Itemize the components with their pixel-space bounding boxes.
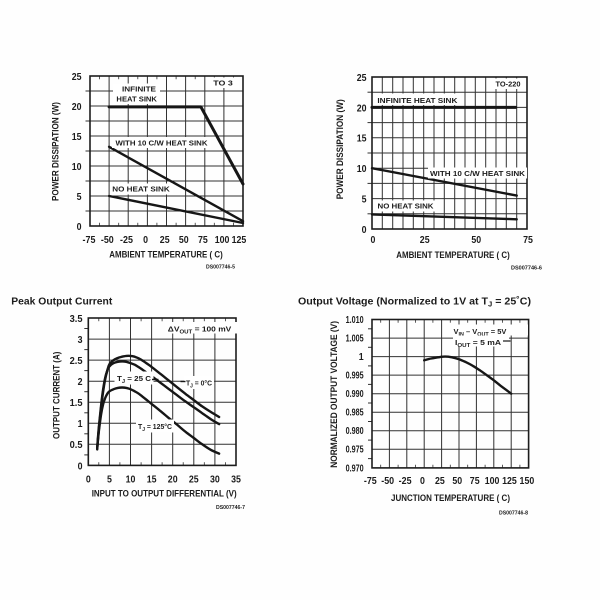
svg-text:15: 15 — [357, 134, 367, 145]
svg-text:100: 100 — [215, 235, 230, 246]
svg-text:AMBIENT TEMPERATURE ( C): AMBIENT TEMPERATURE ( C) — [396, 250, 510, 260]
svg-text:POWER DISSIPATION (W): POWER DISSIPATION (W) — [335, 99, 345, 199]
svg-text:0: 0 — [77, 222, 82, 233]
svg-text:0: 0 — [78, 461, 83, 472]
svg-text:-75: -75 — [364, 476, 377, 487]
svg-text:0.970: 0.970 — [346, 463, 364, 474]
svg-text:ΔVOUT = 100 mV: ΔVOUT = 100 mV — [168, 325, 232, 336]
svg-text:25: 25 — [435, 476, 445, 487]
svg-text:0.5: 0.5 — [70, 440, 83, 451]
svg-text:VIN – VOUT = 5V: VIN – VOUT = 5V — [454, 327, 507, 338]
svg-text:30: 30 — [210, 475, 220, 486]
svg-text:1.010: 1.010 — [346, 315, 364, 326]
svg-text:Output Voltage (Normalized to: Output Voltage (Normalized to 1V at TJ =… — [298, 296, 531, 309]
svg-text:NO HEAT SINK: NO HEAT SINK — [112, 185, 170, 194]
svg-text:DS007746-7: DS007746-7 — [216, 505, 245, 511]
svg-text:1.5: 1.5 — [70, 398, 83, 409]
svg-text:TJ = 25 C: TJ = 25 C — [117, 374, 152, 385]
svg-text:1: 1 — [78, 419, 83, 430]
svg-text:3.5: 3.5 — [70, 314, 83, 325]
svg-text:DS007746-5: DS007746-5 — [206, 265, 235, 271]
svg-text:25: 25 — [357, 73, 367, 84]
svg-text:WITH 10 C/W HEAT SINK: WITH 10 C/W HEAT SINK — [430, 169, 526, 178]
svg-text:TO-220: TO-220 — [496, 79, 521, 88]
svg-text:125: 125 — [232, 235, 247, 246]
svg-text:Peak Output Current: Peak Output Current — [11, 297, 113, 308]
svg-text:WITH 10 C/W HEAT SINK: WITH 10 C/W HEAT SINK — [116, 139, 209, 148]
svg-text:OUTPUT CURRENT (A): OUTPUT CURRENT (A) — [51, 352, 61, 439]
svg-text:25: 25 — [420, 235, 430, 246]
svg-text:INFINITE HEAT SINK: INFINITE HEAT SINK — [377, 96, 458, 105]
svg-text:0: 0 — [86, 475, 91, 486]
svg-text:NO HEAT SINK: NO HEAT SINK — [378, 202, 435, 211]
svg-text:1: 1 — [359, 352, 364, 363]
svg-text:5: 5 — [77, 192, 82, 203]
svg-text:0.985: 0.985 — [346, 408, 364, 419]
svg-text:-75: -75 — [83, 235, 96, 246]
svg-text:HEAT SINK: HEAT SINK — [116, 95, 157, 104]
svg-text:15: 15 — [147, 475, 157, 486]
svg-text:5: 5 — [362, 195, 367, 206]
svg-text:10: 10 — [357, 164, 367, 175]
svg-text:75: 75 — [470, 476, 480, 487]
svg-text:INPUT TO OUTPUT DIFFERENTIAL (: INPUT TO OUTPUT DIFFERENTIAL (V) — [92, 488, 237, 498]
svg-text:IOUT = 5 mA: IOUT = 5 mA — [455, 338, 502, 349]
svg-text:INFINITE: INFINITE — [122, 85, 156, 94]
svg-text:TJ = 0°C: TJ = 0°C — [186, 379, 213, 390]
svg-text:TO 3: TO 3 — [213, 78, 233, 87]
svg-text:15: 15 — [72, 132, 82, 143]
svg-text:0.990: 0.990 — [346, 389, 364, 400]
svg-text:25: 25 — [160, 235, 170, 246]
svg-text:75: 75 — [198, 235, 208, 246]
svg-text:10: 10 — [126, 475, 136, 486]
svg-text:25: 25 — [189, 475, 199, 486]
svg-text:-50: -50 — [101, 235, 114, 246]
svg-text:2.5: 2.5 — [70, 356, 83, 367]
svg-text:1.005: 1.005 — [346, 333, 364, 344]
svg-text:75: 75 — [523, 235, 533, 246]
svg-text:20: 20 — [168, 475, 178, 486]
svg-text:3: 3 — [78, 335, 83, 346]
svg-text:125: 125 — [502, 476, 517, 487]
svg-text:DS007746-8: DS007746-8 — [499, 511, 528, 517]
svg-text:-25: -25 — [399, 476, 412, 487]
svg-text:JUNCTION TEMPERATURE ( C): JUNCTION TEMPERATURE ( C) — [391, 493, 510, 503]
svg-text:50: 50 — [452, 476, 462, 487]
svg-text:5: 5 — [107, 475, 112, 486]
svg-text:100: 100 — [485, 476, 500, 487]
svg-text:0.980: 0.980 — [346, 426, 364, 437]
svg-text:0: 0 — [371, 235, 376, 246]
svg-text:20: 20 — [357, 103, 367, 114]
svg-text:20: 20 — [72, 102, 82, 113]
svg-text:10: 10 — [72, 162, 82, 173]
svg-text:0: 0 — [362, 225, 367, 236]
svg-text:DS007746-6: DS007746-6 — [511, 266, 542, 272]
svg-text:2: 2 — [78, 377, 83, 388]
svg-text:0.995: 0.995 — [346, 371, 364, 382]
svg-text:25: 25 — [72, 72, 82, 83]
svg-text:TJ = 125°C: TJ = 125°C — [138, 422, 173, 433]
svg-text:NORMALIZED OUTPUT VOLTAGE (V): NORMALIZED OUTPUT VOLTAGE (V) — [329, 321, 339, 468]
svg-text:50: 50 — [179, 235, 189, 246]
svg-text:150: 150 — [520, 476, 535, 487]
svg-text:35: 35 — [231, 475, 241, 486]
svg-text:POWER DISSIPATION (W): POWER DISSIPATION (W) — [51, 102, 61, 201]
svg-text:0: 0 — [143, 235, 148, 246]
svg-text:AMBIENT TEMPERATURE ( C): AMBIENT TEMPERATURE ( C) — [109, 249, 223, 259]
svg-text:-50: -50 — [381, 476, 394, 487]
svg-text:50: 50 — [471, 235, 481, 246]
svg-text:0.975: 0.975 — [346, 445, 364, 456]
svg-text:0: 0 — [420, 476, 425, 487]
svg-text:-25: -25 — [120, 235, 133, 246]
